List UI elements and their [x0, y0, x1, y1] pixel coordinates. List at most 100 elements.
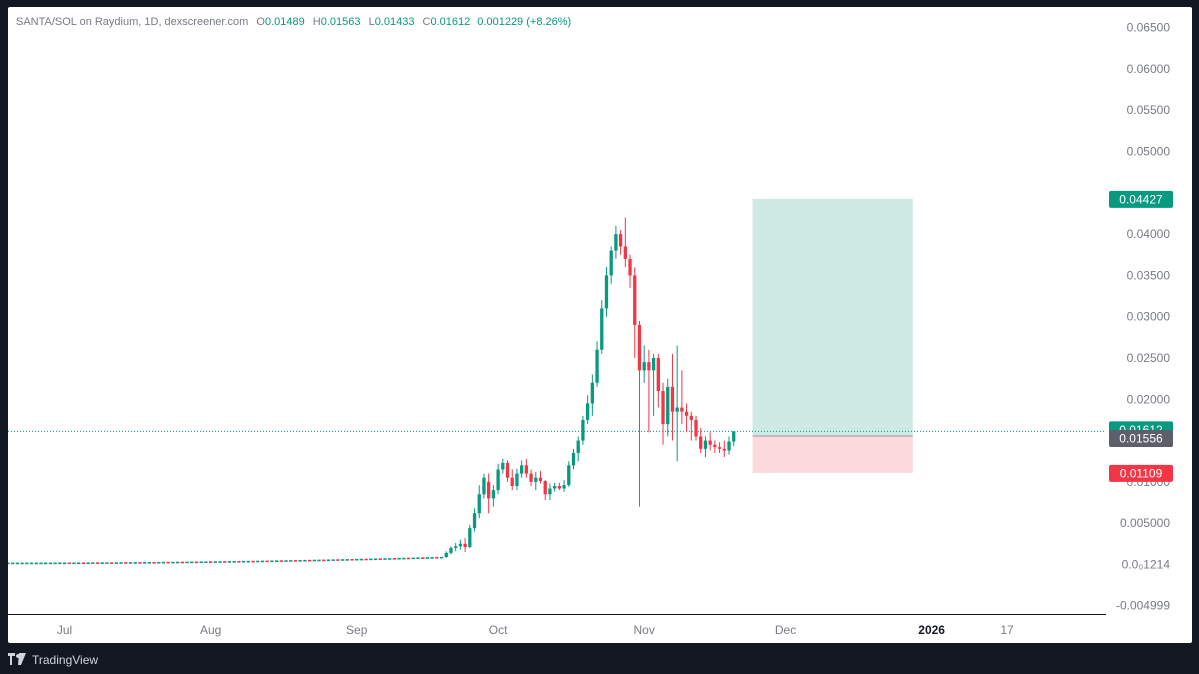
candle	[157, 561, 161, 564]
candle	[472, 513, 477, 529]
candle	[604, 275, 609, 309]
time-tick-label: Nov	[634, 623, 655, 637]
candle	[552, 485, 557, 489]
candle	[647, 362, 651, 371]
candle	[468, 528, 472, 548]
change-value: 0.001229 (+8.26%)	[477, 16, 572, 28]
candle	[699, 436, 703, 449]
candle	[303, 559, 307, 562]
price-tick-label: 0.04000	[1127, 227, 1171, 241]
chart-frame[interactable]: 0.06500 0.06000 0.05500 0.05000 0.04000 0.035…	[8, 7, 1192, 643]
candle	[25, 562, 29, 565]
candle	[124, 562, 128, 564]
candle	[694, 419, 698, 437]
candle	[241, 560, 246, 563]
candle	[279, 560, 283, 562]
candlestick-series	[8, 217, 736, 565]
candle	[661, 391, 665, 425]
candle	[378, 558, 382, 560]
candle	[62, 562, 67, 565]
candle	[444, 552, 448, 558]
candle	[67, 562, 71, 565]
candle	[416, 557, 420, 560]
price-badge-target	[1109, 190, 1173, 208]
candle	[265, 560, 269, 563]
candle	[435, 556, 439, 559]
symbol-title[interactable]: SANTA/SOL on Raydium, 1D, dexscreener.co…	[16, 16, 249, 28]
candle	[161, 561, 166, 564]
candle	[581, 419, 585, 441]
candle	[562, 485, 566, 489]
candle	[274, 560, 279, 563]
candle	[585, 403, 590, 420]
candle	[190, 561, 194, 564]
candle	[298, 559, 302, 562]
candle	[595, 349, 599, 383]
price-tick-label: -0.004999	[1116, 599, 1170, 613]
candle	[373, 558, 378, 561]
price-tick-label: 0.05000	[1127, 145, 1171, 159]
candle	[204, 561, 208, 564]
candle	[237, 560, 241, 563]
candle	[91, 562, 95, 565]
candle	[703, 440, 708, 449]
candle	[454, 546, 458, 548]
price-badge-stop	[1109, 464, 1173, 482]
candle	[110, 562, 114, 564]
candle	[175, 561, 180, 564]
price-chart[interactable]: 0.06500 0.06000 0.05500 0.05000 0.04000 0.035…	[8, 7, 1192, 643]
long-position-tool[interactable]	[752, 198, 913, 473]
candle	[355, 558, 359, 561]
candle	[58, 562, 62, 565]
candle	[350, 558, 354, 561]
price-tick-label: 0.03000	[1127, 310, 1171, 324]
candle	[505, 462, 510, 478]
candle	[406, 557, 411, 560]
price-tick-label: 0.02000	[1127, 392, 1171, 406]
price-tick-label: 0.005000	[1120, 516, 1170, 530]
candle	[571, 452, 576, 466]
candle	[364, 558, 368, 561]
candle	[708, 440, 712, 445]
time-axis[interactable]: Jul Aug Sep Oct Nov Dec 2026 17	[57, 623, 1014, 637]
low-value: 0.01433	[374, 16, 415, 28]
candle	[633, 275, 637, 325]
candle	[152, 561, 156, 564]
candle	[501, 462, 505, 470]
price-tick-label: 0.06500	[1127, 21, 1171, 35]
time-tick-label: Oct	[489, 623, 508, 637]
price-axis[interactable]: 0.06500 0.06000 0.05500 0.05000 0.04000 0.035…	[1116, 21, 1170, 613]
candle	[34, 562, 38, 565]
candle	[618, 234, 623, 247]
candle	[651, 357, 656, 371]
candle	[543, 481, 547, 495]
candle	[713, 444, 717, 448]
candle	[307, 559, 312, 562]
tradingview-branding[interactable]: TradingView	[8, 650, 98, 670]
candle	[477, 494, 481, 514]
candle	[383, 558, 387, 560]
candle	[642, 362, 646, 371]
candle	[369, 558, 373, 561]
candle	[397, 557, 401, 560]
candle	[590, 382, 594, 404]
candle	[72, 562, 76, 565]
candle	[39, 562, 43, 565]
candle	[411, 557, 415, 560]
candle	[293, 560, 298, 562]
position-profit-zone[interactable]	[752, 198, 913, 436]
candle	[609, 250, 613, 276]
candle	[614, 234, 618, 251]
candle	[557, 485, 562, 489]
position-loss-zone[interactable]	[752, 435, 913, 473]
low-label: L	[368, 16, 375, 28]
candle	[628, 258, 632, 276]
candle	[430, 557, 434, 559]
candle	[44, 562, 48, 565]
open-value: 0.01489	[264, 16, 305, 28]
candle	[538, 477, 543, 482]
candle	[600, 308, 604, 350]
high-label: H	[312, 16, 321, 28]
symbol-legend: SANTA/SOL on Raydium, 1D, dexscreener.co…	[16, 16, 571, 28]
candle	[284, 560, 288, 562]
